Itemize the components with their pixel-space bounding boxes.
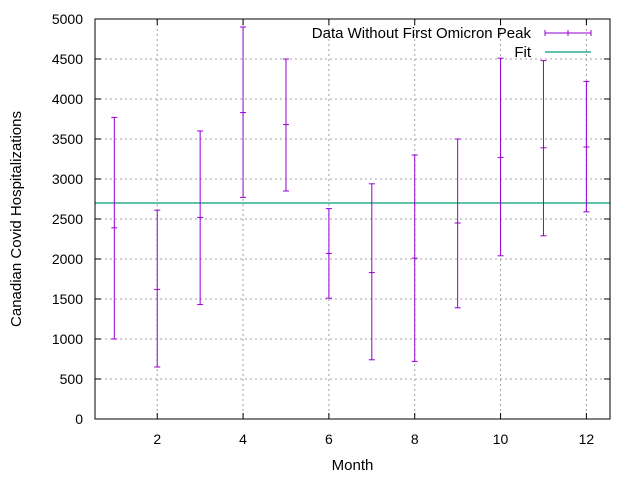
error-bar: [454, 138, 461, 309]
y-tick-label: 2000: [52, 251, 83, 267]
y-tick-label: 4000: [52, 91, 83, 107]
error-bar: [540, 60, 547, 237]
axis-ticks: [95, 18, 610, 420]
error-bar: [111, 116, 118, 340]
error-bar: [411, 154, 418, 362]
error-bar: [368, 183, 375, 361]
y-tick-labels: 0 500 1000 1500 2000 2500 3000 3500 4000 4500 5000: [52, 11, 83, 427]
y-tick-label: 4500: [52, 51, 83, 67]
y-tick-label: 0: [75, 411, 83, 427]
x-tick-label: 12: [579, 431, 595, 447]
error-bar: [197, 130, 204, 306]
x-tick-label: 2: [153, 431, 161, 447]
error-bar: [282, 58, 289, 192]
x-tick-label: 4: [239, 431, 247, 447]
y-tick-label: 500: [60, 371, 84, 387]
legend-label-fit: Fit: [514, 44, 531, 61]
y-tick-label: 3500: [52, 131, 83, 147]
error-bars: [111, 26, 590, 368]
error-bar: [154, 209, 161, 368]
y-tick-label: 2500: [52, 211, 83, 227]
legend: Data Without First Omicron Peak Fit: [312, 25, 592, 61]
y-tick-label: 3000: [52, 171, 83, 187]
y-tick-label: 5000: [52, 11, 83, 27]
y-tick-label: 1500: [52, 291, 83, 307]
x-tick-label: 6: [325, 431, 333, 447]
legend-label-data: Data Without First Omicron Peak: [312, 25, 532, 42]
legend-sample-data: [544, 30, 592, 36]
x-axis-label: Month: [332, 457, 374, 474]
error-bar: [583, 80, 590, 213]
error-bar: [240, 26, 247, 198]
plot-frame: [94, 18, 611, 420]
x-tick-label: 10: [493, 431, 509, 447]
error-bar: [325, 208, 332, 299]
x-tick-labels: 2 4 6 8 10 12: [153, 431, 594, 447]
y-tick-label: 1000: [52, 331, 83, 347]
grid: [95, 19, 610, 419]
y-axis-label: Canadian Covid Hospitalizations: [8, 111, 25, 327]
error-bar: [497, 57, 504, 257]
x-tick-label: 8: [411, 431, 419, 447]
